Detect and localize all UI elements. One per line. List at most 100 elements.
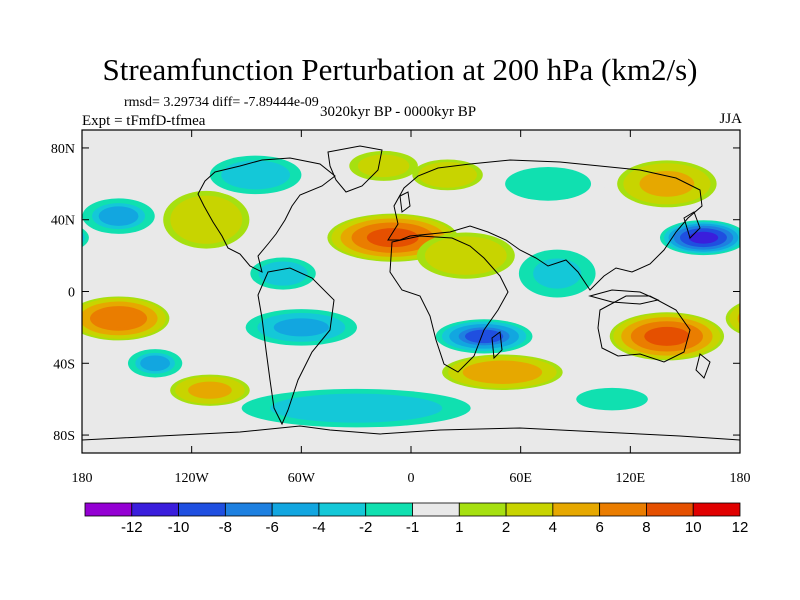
anomaly-level [82, 231, 85, 244]
colorbar-label: -2 [359, 519, 372, 536]
anomaly-australia-high [609, 312, 725, 361]
anomaly-level [472, 363, 533, 382]
season-label: JJA [719, 111, 742, 127]
anomaly-s-pacific-low [124, 347, 186, 380]
lon-tick-label: 120E [616, 471, 646, 486]
anomaly-antarctic-low [219, 385, 494, 432]
lon-tick-label: 0 [408, 471, 415, 486]
anomaly-level [639, 170, 695, 197]
anomaly-level [366, 228, 419, 248]
colorbar-swatch [365, 502, 413, 517]
anomaly-level [82, 228, 89, 248]
anomaly-level [736, 207, 740, 225]
anomaly-caribbean-low [243, 254, 323, 293]
colorbar-swatch [178, 502, 226, 517]
anomaly-level [435, 241, 497, 271]
anomaly-canada-low [200, 151, 311, 198]
colorbar-label: -1 [406, 519, 419, 536]
anomaly-n-africa-high [416, 232, 515, 279]
anomaly-level [755, 309, 798, 328]
colorbar-label: -12 [121, 519, 143, 536]
anomaly-n-america-ridge [163, 190, 250, 249]
anomaly-india-low [513, 246, 601, 301]
anomaly-level [98, 206, 139, 226]
anomaly-level [688, 231, 719, 244]
anomaly-level [22, 228, 69, 247]
lat-tick-label: 40N [51, 214, 75, 229]
anomaly-greenland-ridge [349, 150, 418, 181]
anomaly-field [16, 150, 800, 432]
lon-tick-label: 120W [175, 471, 210, 486]
anomaly-level [748, 306, 800, 331]
colorbar-label: -10 [168, 519, 190, 536]
anomaly-level [82, 226, 91, 249]
anomaly-siberia-high [490, 161, 606, 207]
anomaly-level [644, 326, 690, 346]
anomaly-s-atlantic-high [442, 354, 563, 391]
anomaly-level [357, 154, 410, 178]
anomaly-se-pacific-high [82, 296, 800, 341]
anomaly-s-indian-low [564, 384, 660, 415]
anomaly-level [273, 318, 329, 337]
colorbar-swatch [505, 502, 554, 517]
colorbar-swatch [458, 502, 507, 517]
anomaly-level [188, 381, 232, 399]
lon-tick-label: 180 [730, 471, 751, 486]
anomaly-level [729, 305, 740, 332]
experiment-label: Expt = tFmfD-tfmea [82, 113, 206, 129]
anomaly-level [31, 232, 60, 244]
anomaly-level [750, 203, 800, 229]
anomaly-level [16, 226, 76, 250]
lat-tick-label: 80N [51, 142, 75, 157]
anomaly-level [757, 206, 797, 226]
anomaly-level [179, 201, 234, 238]
colorbar-swatch [84, 502, 133, 517]
anomaly-level [464, 329, 504, 344]
colorbar-swatch [692, 502, 741, 517]
plot-title: Streamfunction Perturbation at 200 hPa (… [102, 52, 698, 87]
colorbar-label: -8 [219, 519, 232, 536]
anomaly-level [505, 166, 592, 201]
anomaly-level [740, 198, 800, 234]
colorbar-swatch [131, 502, 179, 517]
colorbar-label: 10 [685, 519, 702, 536]
anomaly-s-africa-low [432, 318, 536, 355]
coastlines [82, 145, 740, 441]
lon-tick-label: 180 [72, 471, 93, 486]
colorbar: -12 -10 -8 -6 -4 -2 -1 1 2 4 6 8 10 12 [84, 502, 749, 536]
colorbar-label: 1 [455, 519, 463, 536]
lat-tick-label: 40S [53, 357, 75, 372]
lat-tick-label: 80S [53, 429, 75, 444]
anomaly-level [270, 393, 443, 423]
colorbar-label: -4 [312, 519, 325, 536]
anomaly-level [533, 258, 582, 289]
lon-tick-label: 60E [509, 471, 532, 486]
colorbar-label: 2 [502, 519, 510, 536]
anomaly-level [258, 261, 308, 286]
colorbar-swatch [646, 502, 694, 517]
colorbar-label: 12 [732, 519, 749, 536]
colorbar-swatch [318, 502, 367, 517]
anomaly-nw-pacific-low [16, 219, 740, 256]
anomaly-level [97, 309, 141, 328]
anomaly-level [425, 165, 470, 185]
anomaly-asia-high [617, 160, 717, 208]
anomaly-level [737, 312, 740, 325]
map-axes: 80N 40N 0 40S 80S 180 120W 60W 0 60E 120E 180 [51, 130, 751, 486]
stats-line: rmsd= 3.29734 diff= -7.89444e-09 [124, 95, 319, 110]
lat-tick-label: 0 [68, 286, 75, 301]
colorbar-label: -6 [265, 519, 278, 536]
colorbar-swatch [599, 502, 647, 517]
lon-tick-label: 60W [288, 471, 316, 486]
anomaly-s-america-low [240, 307, 363, 348]
colorbar-swatch [271, 502, 320, 517]
anomaly-europe-high [412, 159, 483, 191]
anomaly-north-pacific-ne-low [82, 196, 800, 236]
colorbar-label: 4 [549, 519, 557, 536]
colorbar-swatch [412, 502, 460, 517]
colorbar-swatch [552, 502, 601, 517]
anomaly-level [221, 160, 291, 190]
anomaly-se-pacific-ridge [170, 374, 250, 406]
colorbar-label: 8 [642, 519, 650, 536]
